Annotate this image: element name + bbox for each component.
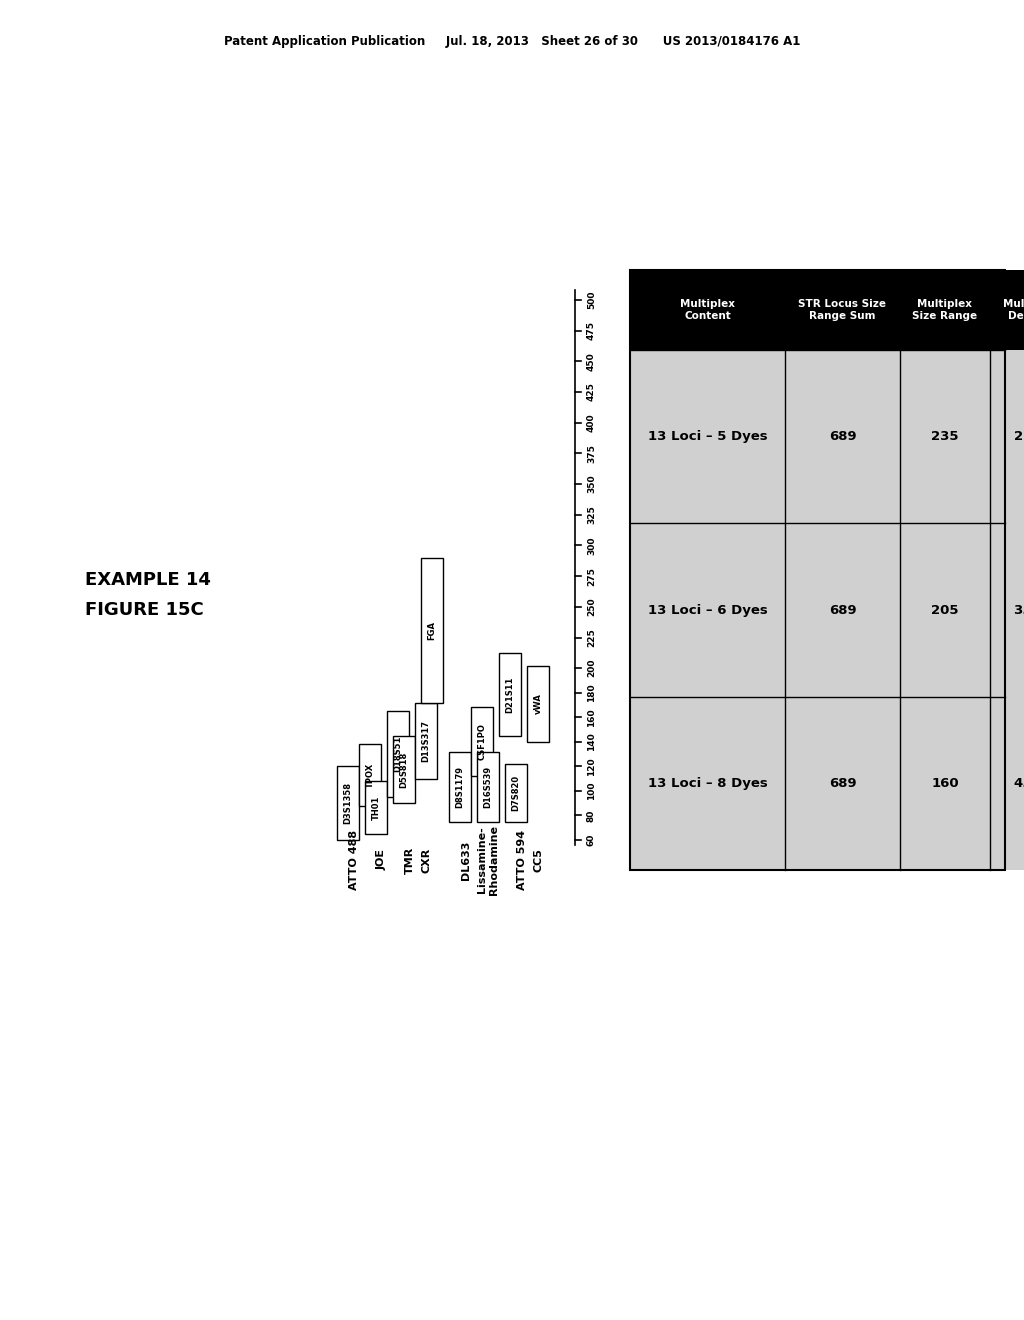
Text: D3S1358: D3S1358 (343, 783, 352, 824)
Text: 80: 80 (587, 809, 596, 821)
Bar (990, 271, 1024, 350)
Bar (630, 271, 785, 350)
Text: 300: 300 (587, 536, 596, 554)
Text: CC5: CC5 (534, 847, 544, 873)
Text: 250: 250 (587, 598, 596, 616)
Text: 2.93: 2.93 (1014, 430, 1024, 444)
Bar (477, 751, 499, 821)
Bar (900, 350, 990, 523)
Text: JOE: JOE (377, 850, 387, 870)
Bar (393, 735, 415, 803)
Text: 100: 100 (587, 781, 596, 800)
Text: 425: 425 (587, 383, 596, 401)
Text: DL633: DL633 (461, 841, 471, 879)
Text: D13S317: D13S317 (422, 719, 430, 762)
Text: TMR: TMR (406, 846, 415, 874)
Bar (900, 271, 990, 350)
Text: Lissamine-
Rhodamine: Lissamine- Rhodamine (477, 825, 499, 895)
Bar (785, 697, 900, 870)
Bar (471, 708, 493, 776)
Bar (900, 697, 990, 870)
Text: D21S11: D21S11 (506, 676, 514, 713)
Text: CSF1PO: CSF1PO (477, 723, 486, 760)
Text: CXR: CXR (422, 847, 432, 873)
Text: D18S51: D18S51 (393, 737, 402, 772)
Text: 205: 205 (931, 603, 958, 616)
Bar (630, 271, 1005, 870)
Text: 13 Loci – 5 Dyes: 13 Loci – 5 Dyes (648, 430, 767, 444)
Text: FIGURE 15C: FIGURE 15C (85, 601, 204, 619)
Text: D7S820: D7S820 (512, 775, 520, 810)
Text: 400: 400 (587, 413, 596, 432)
Text: 689: 689 (828, 777, 856, 789)
Text: 200: 200 (587, 659, 596, 677)
Bar (421, 558, 443, 702)
Text: 140: 140 (587, 733, 596, 751)
Text: TPOX: TPOX (366, 763, 375, 788)
Text: 235: 235 (931, 430, 958, 444)
Text: 450: 450 (587, 352, 596, 371)
Text: 689: 689 (828, 603, 856, 616)
Text: 3.36: 3.36 (1014, 603, 1024, 616)
Text: 225: 225 (587, 628, 596, 647)
Text: 275: 275 (587, 566, 596, 586)
Text: FGA: FGA (427, 620, 436, 640)
Text: 475: 475 (587, 321, 596, 341)
Bar (990, 350, 1024, 523)
Text: 375: 375 (587, 444, 596, 463)
Text: EXAMPLE 14: EXAMPLE 14 (85, 572, 211, 589)
Text: 60: 60 (587, 834, 596, 846)
Text: 180: 180 (587, 684, 596, 702)
Bar (387, 711, 409, 797)
Text: vWA: vWA (534, 693, 543, 714)
Bar (499, 653, 521, 735)
Text: STR Locus Size
Range Sum: STR Locus Size Range Sum (799, 300, 887, 321)
Bar (337, 767, 359, 840)
Text: 4.31: 4.31 (1014, 777, 1024, 789)
Bar (449, 751, 471, 821)
Text: 120: 120 (587, 758, 596, 776)
Bar (527, 665, 549, 742)
Text: 13 Loci – 6 Dyes: 13 Loci – 6 Dyes (647, 603, 767, 616)
Text: TH01: TH01 (372, 795, 381, 820)
Bar (785, 350, 900, 523)
Bar (630, 697, 785, 870)
Bar (630, 350, 785, 523)
Bar (505, 764, 527, 821)
Bar (359, 744, 381, 805)
Bar (900, 523, 990, 697)
Text: Patent Application Publication     Jul. 18, 2013   Sheet 26 of 30      US 2013/0: Patent Application Publication Jul. 18, … (224, 36, 800, 49)
Text: 160: 160 (931, 777, 958, 789)
Bar (785, 271, 900, 350)
Bar (990, 697, 1024, 870)
Text: ATTO 488: ATTO 488 (349, 830, 359, 890)
Text: 325: 325 (587, 506, 596, 524)
Text: Multiplex
Density: Multiplex Density (1002, 300, 1024, 321)
Bar (630, 523, 785, 697)
Text: D16S539: D16S539 (483, 766, 493, 808)
Bar (415, 702, 437, 779)
Bar (990, 523, 1024, 697)
Bar (365, 781, 387, 834)
Text: Multiplex
Content: Multiplex Content (680, 300, 735, 321)
Text: D5S818: D5S818 (399, 751, 409, 788)
Text: 500: 500 (587, 290, 596, 309)
Text: 689: 689 (828, 430, 856, 444)
Text: 350: 350 (587, 475, 596, 494)
Bar (785, 523, 900, 697)
Text: Multiplex
Size Range: Multiplex Size Range (912, 300, 978, 321)
Text: 13 Loci – 8 Dyes: 13 Loci – 8 Dyes (647, 777, 767, 789)
Text: ATTO 594: ATTO 594 (517, 830, 527, 890)
Text: 160: 160 (587, 708, 596, 726)
Text: D8S1179: D8S1179 (456, 766, 465, 808)
